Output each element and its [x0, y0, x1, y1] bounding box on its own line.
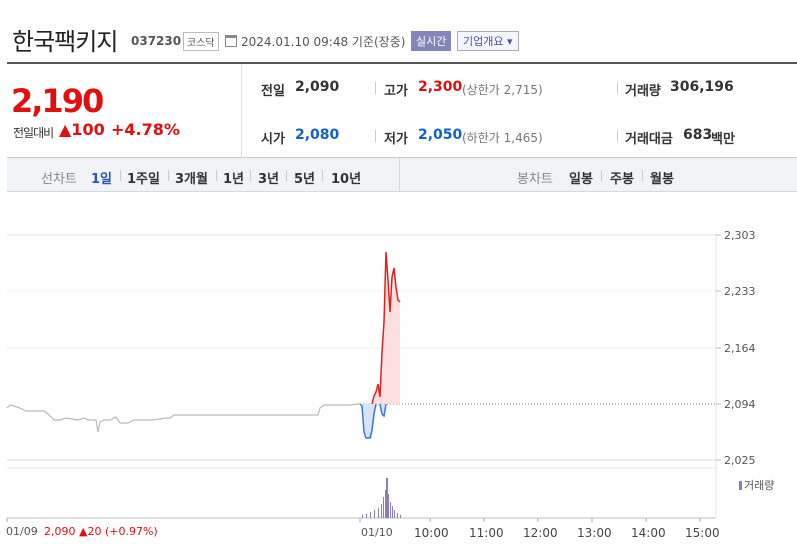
divider — [375, 82, 376, 94]
period-1d[interactable]: 1일 — [91, 172, 113, 187]
market-badge: 코스닥 — [183, 32, 219, 51]
current-price: 2,190 — [11, 82, 104, 120]
stock-code: 037230 — [131, 34, 182, 48]
period-daily-candle[interactable]: 일봉 — [569, 172, 593, 187]
divider — [617, 82, 618, 94]
volume-bar — [385, 490, 386, 518]
volume-label: 거래량 — [625, 84, 661, 99]
y-tick-label: 2,164 — [724, 342, 756, 355]
volume-legend-marker — [739, 481, 742, 490]
previous-date-label: 01/09 — [6, 525, 38, 538]
volume-bars — [362, 478, 401, 518]
lower-limit: (하한가 1,465) — [462, 131, 543, 145]
volume-bar — [370, 512, 371, 518]
volume-bar — [381, 504, 382, 518]
x-tick-label: 13:00 — [577, 526, 612, 540]
divider — [322, 170, 323, 181]
open-value: 2,080 — [295, 127, 340, 143]
today-line-up — [371, 251, 401, 405]
y-tick-label: 2,025 — [724, 454, 756, 467]
period-3m[interactable]: 3개월 — [175, 172, 208, 187]
low-value: 2,050 — [418, 127, 463, 143]
line-chart-label: 선차트 — [41, 172, 77, 187]
amount-label: 거래대금 — [625, 132, 673, 147]
volume-bar — [374, 510, 375, 518]
price-summary: 2,190 전일대비 ▲100 +4.78% 전일 2,090 고가 2,300… — [7, 62, 797, 159]
today-line-down — [379, 403, 387, 418]
low-label: 저가 — [384, 132, 408, 147]
high-value: 2,300 — [418, 79, 463, 95]
stock-header: 한국팩키지 037230 코스닥 2024.01.10 09:48 기준(장중)… — [0, 0, 797, 58]
y-tick-label: 2,303 — [724, 229, 756, 242]
volume-bar — [392, 506, 393, 518]
divider — [617, 130, 618, 142]
period-1y[interactable]: 1년 — [223, 172, 245, 187]
period-weekly-candle[interactable]: 주봉 — [610, 172, 634, 187]
upper-limit: (상한가 2,715) — [462, 83, 543, 97]
period-10y[interactable]: 10년 — [331, 172, 362, 187]
divider — [216, 170, 217, 181]
divider — [286, 170, 287, 181]
up-area — [372, 252, 400, 404]
y-tick-label: 2,094 — [724, 398, 756, 411]
period-5y[interactable]: 5년 — [294, 172, 316, 187]
volume-bar — [388, 494, 389, 518]
realtime-button[interactable]: 실시간 — [411, 31, 452, 51]
period-3y[interactable]: 3년 — [258, 172, 280, 187]
divider — [399, 158, 400, 192]
amount-value: 683 — [683, 127, 713, 143]
volume-bar — [383, 497, 384, 518]
divider — [642, 170, 643, 181]
open-label: 시가 — [261, 132, 285, 147]
y-tick-label: 2,233 — [724, 285, 756, 298]
amount-unit: 백만 — [711, 132, 735, 147]
prev-close-label: 전일 — [261, 84, 285, 99]
divider — [241, 64, 242, 159]
volume-bar — [378, 508, 379, 518]
change-label: 전일대비 — [13, 126, 54, 140]
divider — [375, 130, 376, 142]
stock-name: 한국팩키지 — [12, 28, 118, 56]
x-tick-label: 12:00 — [523, 526, 558, 540]
today-line-down — [359, 403, 377, 439]
high-label: 고가 — [384, 84, 408, 99]
volume-bar — [390, 502, 391, 518]
volume-legend-label: 거래량 — [744, 479, 775, 492]
period-monthly-candle[interactable]: 월봉 — [650, 172, 674, 187]
volume-bar — [366, 514, 367, 518]
x-tick-label: 11:00 — [469, 526, 504, 540]
calendar-icon — [225, 35, 237, 47]
prev-close-value: 2,090 — [295, 79, 340, 95]
change-value: ▲100 — [59, 120, 105, 139]
volume-bar — [397, 513, 398, 518]
x-tick-label: 10:00 — [414, 526, 449, 540]
volume-bar — [386, 478, 388, 518]
previous-day-summary: 2,090 ▲20 (+0.97%) — [44, 525, 158, 538]
candle-chart-label: 봉차트 — [517, 172, 553, 187]
x-tick-label: 15:00 — [685, 526, 720, 540]
x-tick-label: 01/10 — [361, 526, 393, 539]
divider — [168, 170, 169, 181]
chart-toolbar: 선차트 1일 1주일 3개월 1년 3년 5년 10년 봉차트 일봉 주봉 월봉 — [7, 158, 797, 192]
price-chart[interactable]: 2,303 2,233 2,164 2,094 2,025 — [0, 192, 797, 557]
divider — [601, 170, 602, 181]
x-tick-label: 14:00 — [631, 526, 666, 540]
volume-bar — [400, 515, 401, 518]
company-info-dropdown[interactable]: 기업개요 ▾ — [457, 31, 519, 51]
divider — [120, 170, 121, 181]
change-rate: +4.78% — [111, 120, 180, 139]
quote-datetime: 2024.01.10 09:48 기준(장중) — [241, 35, 406, 49]
volume-legend: 거래량 — [739, 477, 774, 493]
volume-bar — [362, 515, 363, 518]
price-chart-svg: 2,303 2,233 2,164 2,094 2,025 — [6, 229, 756, 540]
down-area — [362, 404, 386, 438]
volume-value: 306,196 — [670, 79, 734, 95]
period-1w[interactable]: 1주일 — [127, 172, 160, 187]
previous-day-line — [6, 403, 360, 433]
volume-bar — [394, 510, 395, 518]
divider — [250, 170, 251, 181]
